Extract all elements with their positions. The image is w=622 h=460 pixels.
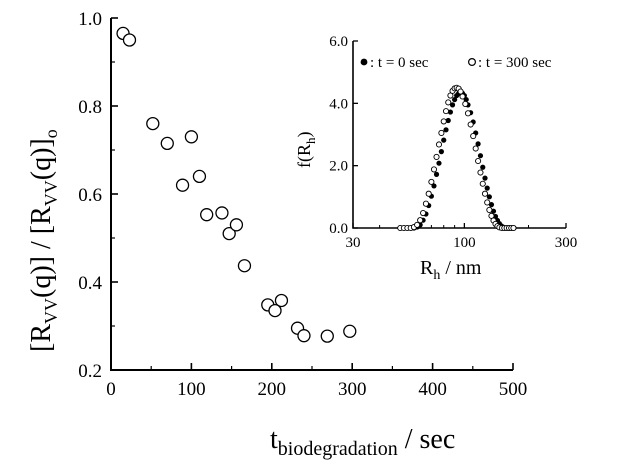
- main-y-axis: 0.2 0.4 0.6 0.8 1.0: [78, 9, 118, 382]
- inset-point-t300: [475, 157, 482, 165]
- inset-point-t300: [510, 224, 517, 232]
- inset-point-t0: [445, 117, 451, 124]
- legend-marker-t300: [468, 57, 477, 66]
- inset-point-t300: [417, 217, 424, 224]
- inset-point-t300: [484, 199, 491, 206]
- legend-label-t0: : t = 0 sec: [370, 55, 429, 71]
- inset-point-t300: [479, 180, 486, 187]
- inset-point-t300: [435, 141, 443, 148]
- main-data-point: [192, 169, 207, 184]
- inset-point-t0: [438, 149, 444, 155]
- main-data-point: [297, 329, 311, 343]
- inset-point-t0: [433, 171, 440, 177]
- main-data-point: [160, 136, 174, 151]
- inset-point-t300: [440, 118, 447, 125]
- inset-y-axis-label: f(Rh): [294, 132, 318, 169]
- main-data-point: [122, 33, 137, 47]
- main-data-point: [268, 303, 282, 318]
- inset-point-t0: [482, 175, 488, 181]
- inset-point-t300: [464, 110, 472, 117]
- main-x-tick-label: 0: [106, 379, 116, 400]
- inset-point-t300: [438, 129, 445, 136]
- inset-y-tick-label: 4.0: [329, 96, 348, 112]
- inset-point-t0: [441, 137, 447, 143]
- main-plot-frame: [110, 18, 513, 371]
- main-x-axis: 0 100 200 300 400 500: [106, 363, 527, 400]
- inset-point-t300: [428, 178, 435, 185]
- inset-point-t300: [457, 88, 464, 95]
- main-data-point: [343, 324, 357, 338]
- inset-point-t0: [436, 160, 442, 166]
- inset-point-t0: [447, 109, 454, 115]
- inset-point-t300: [420, 209, 427, 217]
- inset-point-t0: [452, 96, 458, 103]
- inset-point-t0: [488, 202, 495, 208]
- main-data-point: [200, 208, 214, 222]
- inset-point-t300: [442, 108, 450, 115]
- inset-point-t0: [486, 194, 492, 200]
- inset-point-t0: [484, 185, 490, 191]
- main-data-point: [274, 293, 289, 308]
- inset-point-t300: [472, 145, 479, 152]
- inset-point-t0: [475, 141, 481, 147]
- main-y-tick-label: 0.8: [78, 97, 102, 118]
- main-x-axis-label: tbiodegradation / sec: [270, 424, 455, 460]
- inset-point-t300: [467, 121, 474, 128]
- main-y-tick-label: 1.0: [78, 9, 102, 30]
- inset-x-axis: 30 100 300: [346, 223, 578, 251]
- inset-point-t300: [481, 190, 489, 197]
- main-data-point: [222, 226, 236, 241]
- inset-point-t0: [443, 127, 449, 133]
- inset-point-t300: [477, 169, 484, 176]
- main-y-tick-label: 0.4: [78, 273, 102, 294]
- inset-plot: 30 100 300 0.0 2.0 4.0 6.0 : t = 0 sec : t = …: [294, 34, 577, 283]
- inset-point-t300: [470, 133, 477, 140]
- main-y-axis-label: [RVV(q)] / [RVV(q)]o: [26, 129, 61, 352]
- inset-point-t0: [480, 164, 486, 170]
- inset-point-t300: [425, 190, 432, 197]
- main-x-tick-label: 100: [177, 379, 206, 400]
- inset-point-t300: [486, 206, 493, 213]
- inset-point-t300: [422, 200, 429, 207]
- inset-y-tick-label: 0.0: [329, 221, 348, 237]
- inset-point-t300: [445, 99, 452, 106]
- main-x-tick-label: 200: [258, 379, 287, 400]
- inset-y-axis: 0.0 2.0 4.0 6.0: [329, 34, 358, 237]
- main-data-point: [237, 259, 252, 273]
- main-y-tick-label: 0.6: [78, 185, 102, 206]
- main-data-point: [229, 218, 244, 232]
- inset-legend: : t = 0 sec : t = 300 sec: [360, 55, 552, 71]
- inset-point-t300: [459, 93, 466, 100]
- main-data-point: [215, 206, 229, 220]
- inset-x-axis-label: Rh / nm: [420, 257, 482, 283]
- inset-data-points: [397, 84, 517, 232]
- main-plot: 0 100 200 300 400 500 0.2 0.4 0.6 0.8 1.0 tbiodeg…: [26, 9, 527, 460]
- legend-marker-t0: [360, 58, 368, 66]
- inset-x-tick-label: 300: [555, 235, 578, 251]
- main-data-point: [320, 329, 334, 343]
- inset-y-tick-label: 6.0: [329, 34, 348, 50]
- inset-point-t0: [449, 102, 456, 108]
- main-data-point: [146, 116, 160, 131]
- main-x-tick-label: 400: [418, 379, 447, 400]
- inset-y-tick-label: 2.0: [329, 159, 348, 175]
- main-data-point: [175, 178, 190, 192]
- inset-x-tick-label: 30: [346, 235, 361, 251]
- legend-label-t300: : t = 300 sec: [478, 55, 552, 71]
- inset-x-tick-label: 100: [453, 235, 476, 251]
- main-y-tick-label: 0.2: [78, 361, 102, 382]
- main-data-point: [184, 130, 199, 144]
- inset-point-t300: [414, 221, 421, 228]
- main-data-points: [116, 26, 357, 343]
- main-x-tick-label: 500: [499, 379, 528, 400]
- inset-point-t0: [477, 153, 484, 159]
- inset-point-t300: [462, 100, 469, 108]
- main-x-tick-label: 300: [338, 379, 367, 400]
- inset-point-t300: [433, 153, 440, 160]
- inset-point-t300: [430, 166, 438, 173]
